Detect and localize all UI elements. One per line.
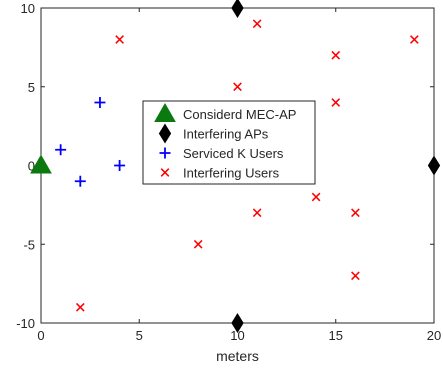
legend-marker-triangle (154, 102, 176, 122)
y-tick-label: -5 (23, 237, 35, 252)
y-tick-label: 10 (21, 1, 35, 16)
legend: Considerd MEC-AP Interfering APs Serviced … (142, 100, 316, 185)
data-point-plus (114, 160, 126, 171)
data-point-triangle (30, 154, 52, 174)
y-axis: -10 -5 0 5 10 (16, 1, 434, 331)
data-point-plus (74, 175, 86, 187)
series-diamond (231, 0, 441, 333)
legend-label: Serviced K Users (183, 146, 284, 161)
data-point-x (252, 19, 262, 29)
series-x (75, 19, 419, 312)
y-tick-label: 5 (28, 80, 35, 95)
data-point-diamond (231, 313, 244, 333)
data-point-x (351, 271, 360, 281)
data-point-x (252, 208, 262, 218)
series-triangle (30, 154, 52, 174)
data-point-x (233, 82, 242, 92)
x-tick-label: 10 (230, 328, 244, 343)
x-tick-label: 15 (329, 328, 343, 343)
legend-marker-x (160, 168, 170, 177)
data-point-x (410, 35, 419, 44)
data-point-x (75, 302, 85, 312)
x-tick-label: 5 (136, 328, 143, 343)
series-plus (55, 97, 126, 187)
x-tick-label: 0 (37, 328, 44, 343)
data-point-x (351, 208, 360, 218)
data-point-x (193, 239, 203, 249)
data-point-diamond (427, 155, 441, 176)
data-point-x (311, 192, 321, 202)
data-points (30, 0, 441, 333)
y-tick-label: -10 (16, 316, 35, 331)
legend-marker-plus (159, 147, 171, 159)
data-point-plus (94, 97, 106, 108)
data-point-diamond (231, 0, 244, 18)
legend-label: Interfering Users (183, 166, 280, 181)
data-point-x (115, 35, 124, 44)
legend-label: Interfering APs (183, 127, 269, 142)
data-point-plus (55, 144, 67, 156)
data-point-x (331, 98, 341, 107)
x-tick-label: 20 (427, 328, 441, 343)
legend-label: Considerd MEC-AP (183, 107, 296, 122)
x-axis-label: meters (216, 348, 259, 364)
data-point-x (331, 50, 341, 60)
y-tick-label: 0 (28, 159, 35, 174)
legend-marker-diamond (158, 123, 172, 144)
x-axis: 0 5 10 15 20 (37, 8, 441, 343)
